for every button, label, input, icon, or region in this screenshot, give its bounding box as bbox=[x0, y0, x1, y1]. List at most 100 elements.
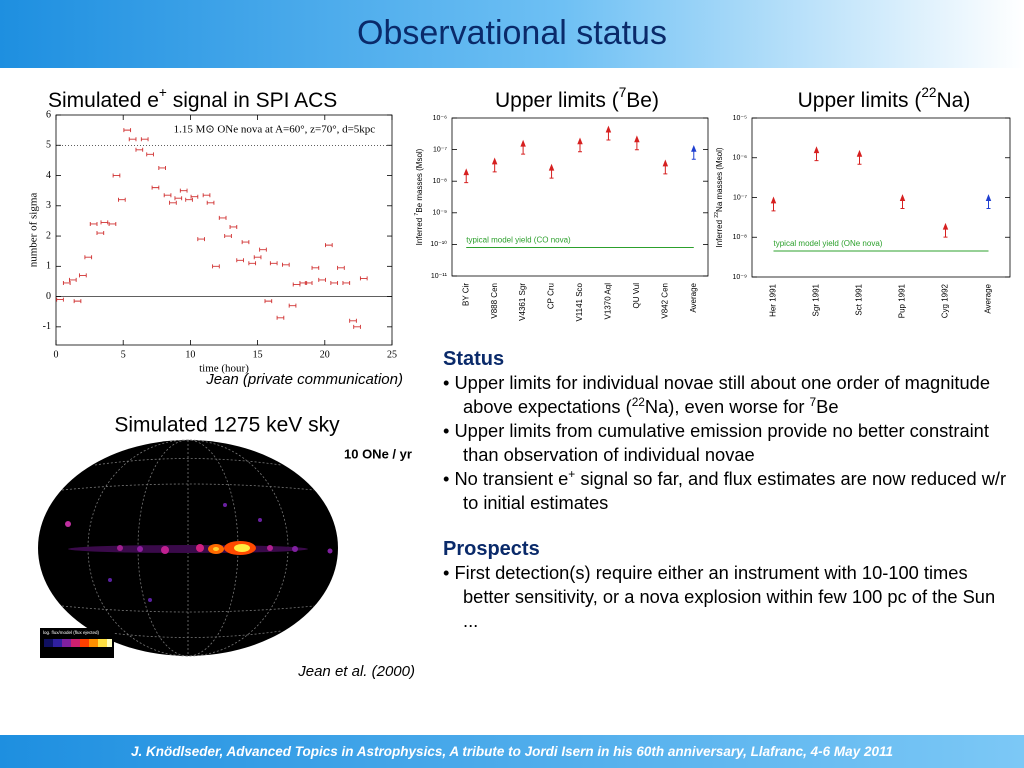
x-tick-label: Pup 1991 bbox=[898, 283, 907, 318]
sky-title: Simulated 1275 keV sky bbox=[114, 414, 340, 437]
error-bar bbox=[79, 273, 87, 278]
error-bar bbox=[100, 220, 109, 225]
upper-limit bbox=[813, 146, 820, 162]
sky-label: 10 ONe / yr bbox=[344, 446, 412, 461]
y-tick-label: 10⁻⁸ bbox=[433, 178, 447, 185]
error-bar bbox=[288, 303, 297, 308]
error-bar bbox=[241, 240, 250, 245]
sky-map: log. flux/model (flux ejected) Simulated… bbox=[38, 414, 415, 680]
error-bar bbox=[123, 128, 132, 133]
x-tick-label: Average bbox=[984, 283, 993, 313]
error-bar bbox=[248, 261, 257, 266]
x-tick-label: 5 bbox=[121, 349, 126, 360]
superscript: 22 bbox=[921, 85, 936, 100]
error-bar bbox=[318, 277, 326, 282]
error-bar bbox=[342, 280, 351, 285]
x-tick-label: QU Vul bbox=[632, 283, 641, 309]
error-bar bbox=[218, 215, 227, 220]
error-bar bbox=[359, 276, 368, 281]
upper-limit bbox=[491, 157, 498, 173]
bullet: Upper limits for individual novae still … bbox=[443, 371, 1013, 419]
error-bar bbox=[108, 221, 117, 226]
y-axis-label: number of sigma bbox=[28, 193, 40, 268]
text-run: signal so far, and flux estimates are no… bbox=[463, 468, 1007, 513]
y-tick-label: 5 bbox=[46, 140, 51, 151]
error-bar bbox=[56, 297, 64, 302]
error-bar bbox=[62, 280, 71, 285]
text-run: Upper limits for individual novae still … bbox=[454, 372, 991, 417]
annotation: 1.15 M⊙ ONe nova at A=60°, z=70°, d=5kpc bbox=[174, 124, 376, 136]
header: Observational status bbox=[0, 0, 1024, 68]
chart-title: Upper limits (7Be) bbox=[495, 85, 659, 111]
x-tick-label: V1141 Sco bbox=[575, 282, 584, 321]
error-bar bbox=[68, 277, 77, 282]
sky-caption: Jean et al. (2000) bbox=[297, 663, 415, 680]
error-bar bbox=[84, 255, 93, 260]
error-bar bbox=[202, 193, 211, 198]
chart-title: Simulated e+ signal in SPI ACS bbox=[48, 85, 337, 111]
x-tick-label: CP Cru bbox=[547, 283, 556, 309]
error-bar bbox=[128, 137, 137, 142]
superscript: + bbox=[568, 466, 576, 481]
bullet: First detection(s) require either an ins… bbox=[443, 561, 1013, 633]
error-bar bbox=[325, 243, 333, 248]
error-bar bbox=[197, 237, 205, 242]
text-run: signal in SPI ACS bbox=[167, 89, 337, 112]
error-bar bbox=[212, 264, 220, 269]
superscript: + bbox=[159, 85, 167, 100]
text-run: Na), even worse for bbox=[644, 396, 810, 417]
superscript: 7 bbox=[414, 213, 420, 216]
error-bar bbox=[185, 197, 193, 202]
colorbar-label: log. flux/model (flux ejected) bbox=[43, 630, 100, 635]
upper-limit bbox=[662, 159, 669, 175]
error-bar bbox=[190, 194, 199, 199]
upper-limit bbox=[985, 194, 992, 209]
footer: J. Knödlseder, Advanced Topics in Astrop… bbox=[0, 735, 1024, 768]
error-bar bbox=[163, 193, 172, 198]
error-bar bbox=[337, 265, 345, 270]
x-tick-label: V842 Cen bbox=[660, 283, 669, 319]
y-tick-label: 10⁻⁹ bbox=[433, 210, 447, 217]
text-run: Na masses (Msol) bbox=[715, 147, 724, 212]
upper-limit bbox=[605, 125, 612, 141]
y-tick-label: 4 bbox=[46, 170, 51, 181]
error-bar bbox=[135, 147, 144, 152]
error-bar bbox=[169, 200, 177, 205]
text-run: Be) bbox=[626, 89, 659, 112]
text-run: Upper limits from cumulative emission pr… bbox=[454, 420, 989, 465]
upper-limit bbox=[520, 139, 526, 155]
text-run: First detection(s) require either an ins… bbox=[454, 562, 996, 631]
error-bar bbox=[349, 318, 357, 323]
superscript: 22 bbox=[714, 212, 720, 218]
prospects-heading: Prospects bbox=[443, 538, 540, 560]
y-tick-label: 3 bbox=[46, 200, 51, 211]
error-bar bbox=[264, 299, 273, 304]
error-bar bbox=[73, 299, 82, 304]
text-run: Upper limits ( bbox=[798, 89, 922, 112]
upper-limit bbox=[463, 168, 469, 184]
error-bar bbox=[282, 262, 290, 267]
upper-limit bbox=[577, 137, 583, 153]
status-bullets: Upper limits for individual novae still … bbox=[443, 371, 1013, 515]
error-bar bbox=[353, 324, 361, 329]
superscript: 22 bbox=[631, 394, 645, 409]
x-tick-label: V1370 Aql bbox=[604, 283, 613, 320]
text-run: Upper limits ( bbox=[495, 89, 619, 112]
error-bar bbox=[224, 234, 232, 239]
x-tick-label: V888 Cen bbox=[490, 283, 499, 319]
x-tick-label: 15 bbox=[253, 349, 263, 360]
status-heading: Status bbox=[443, 348, 505, 370]
y-tick-label: 10⁻⁹ bbox=[733, 274, 747, 281]
y-tick-label: 10⁻⁷ bbox=[433, 146, 447, 153]
plot-frame bbox=[55, 114, 393, 346]
slide-title: Observational status bbox=[357, 14, 667, 52]
x-tick-label: Sgr 1991 bbox=[812, 283, 821, 316]
text-run: Inferred bbox=[415, 216, 424, 246]
error-bar bbox=[276, 315, 285, 320]
y-tick-label: 10⁻¹⁰ bbox=[430, 240, 447, 248]
x-tick-label: Her 1991 bbox=[769, 283, 778, 316]
x-tick-label: BY Cir bbox=[461, 283, 470, 306]
x-tick-label: 10 bbox=[185, 349, 195, 360]
text-run: No transient e bbox=[454, 468, 569, 489]
